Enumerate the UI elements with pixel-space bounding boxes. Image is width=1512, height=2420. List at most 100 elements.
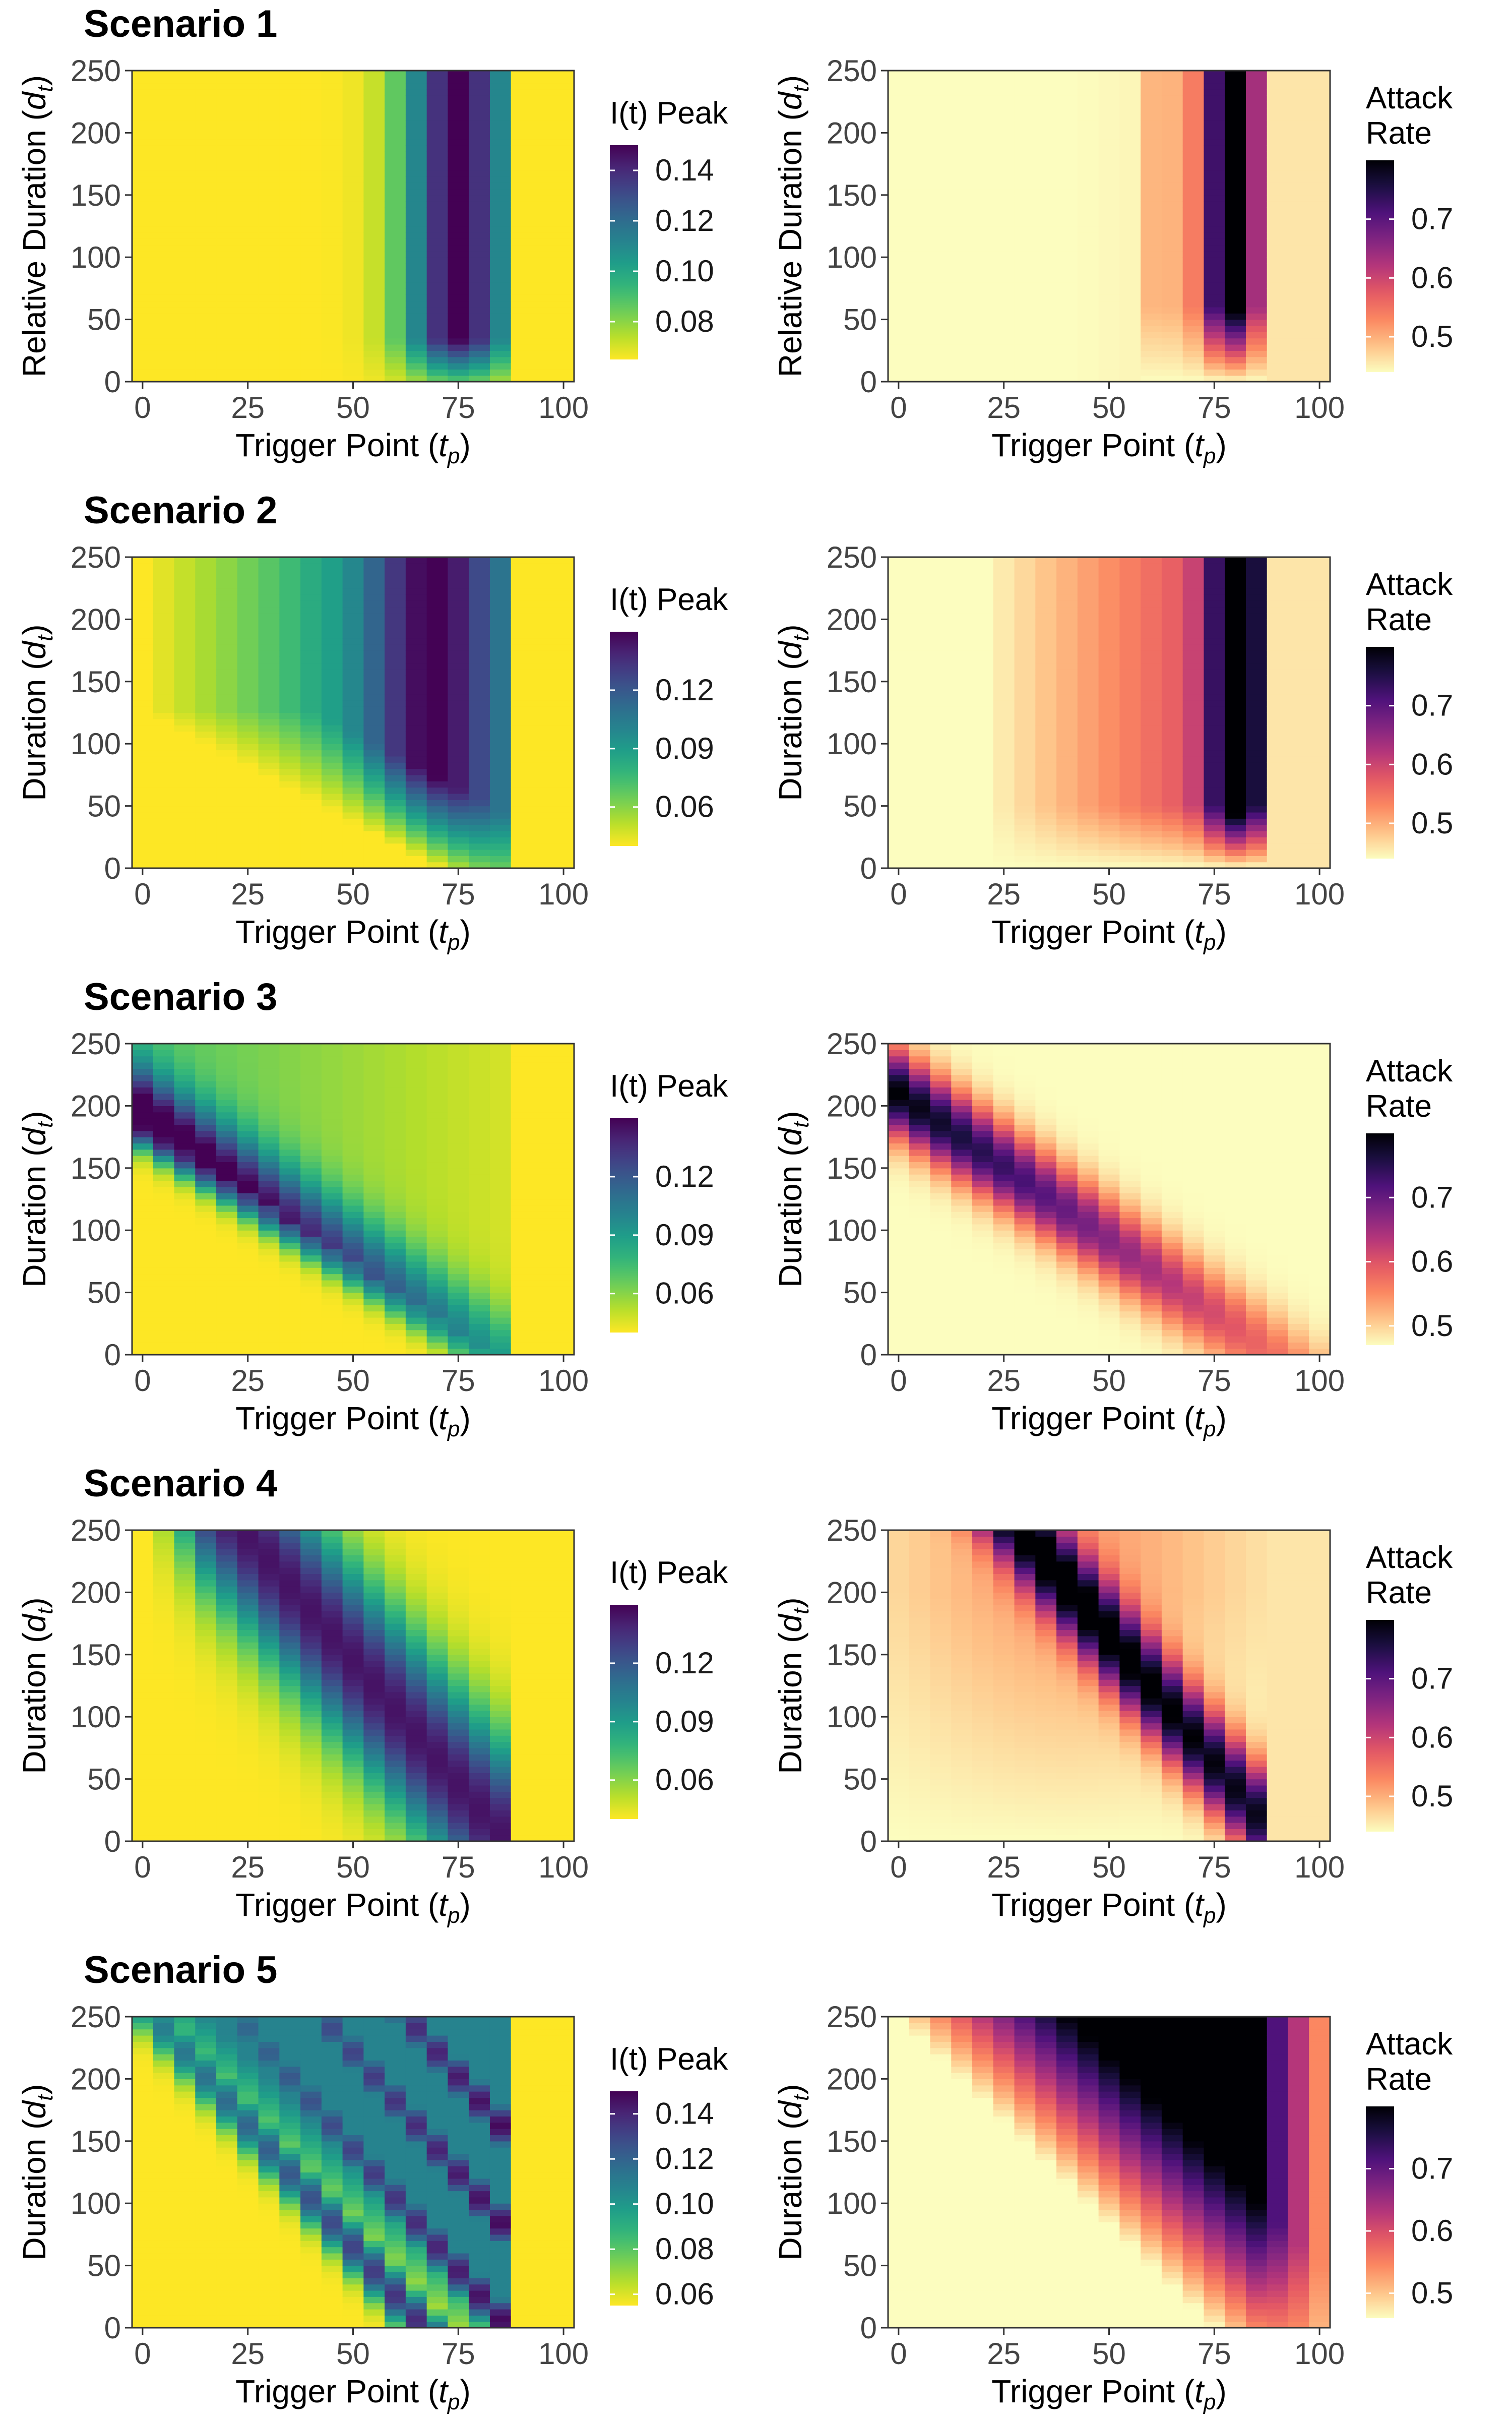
heatmap-cell xyxy=(1225,375,1246,382)
heatmap-cell xyxy=(909,787,931,794)
heatmap-cell xyxy=(1014,207,1036,214)
heatmap-cell xyxy=(132,1218,154,1225)
heatmap-cell xyxy=(300,89,322,96)
x-tick-label: 0 xyxy=(890,877,907,911)
heatmap-cell xyxy=(1014,837,1036,844)
heatmap-cell xyxy=(174,375,196,382)
heatmap-cell xyxy=(1288,694,1309,701)
heatmap-cell xyxy=(1225,650,1246,657)
heatmap-cell xyxy=(1119,114,1141,121)
heatmap-cell xyxy=(405,563,427,570)
heatmap-cell xyxy=(300,1174,322,1181)
heatmap-cell xyxy=(972,356,994,364)
heatmap-cell xyxy=(1245,307,1268,314)
heatmap-cell xyxy=(300,164,322,171)
heatmap-cell xyxy=(1161,843,1183,850)
heatmap-cell xyxy=(1245,101,1268,108)
heatmap-cell xyxy=(909,101,931,108)
heatmap-cell xyxy=(1077,344,1099,351)
heatmap-cell xyxy=(1077,151,1099,158)
heatmap-cell xyxy=(469,325,490,332)
heatmap-cell xyxy=(1309,139,1331,146)
heatmap-cell xyxy=(469,89,490,96)
heatmap-cell xyxy=(888,164,910,171)
heatmap-cell xyxy=(279,362,301,370)
heatmap-cell xyxy=(342,356,364,364)
heatmap-cell xyxy=(1141,793,1162,800)
heatmap-cell xyxy=(321,1336,343,1343)
heatmap-cell xyxy=(195,325,217,332)
heatmap-cell xyxy=(972,688,994,695)
heatmap-cell xyxy=(1245,563,1268,570)
heatmap-cell xyxy=(195,1255,217,1262)
heatmap-cell xyxy=(553,588,575,595)
heatmap-cell xyxy=(553,288,575,295)
heatmap-cell xyxy=(469,843,490,850)
heatmap-cell xyxy=(385,737,406,744)
heatmap-cell xyxy=(1014,662,1036,670)
heatmap-cell xyxy=(321,1323,343,1330)
heatmap-cell xyxy=(1182,101,1205,108)
heatmap-cell xyxy=(532,207,553,214)
heatmap-cell xyxy=(216,71,238,77)
heatmap-cell xyxy=(405,762,427,769)
heatmap-cell xyxy=(1204,650,1225,657)
heatmap-cell xyxy=(1288,362,1309,370)
heatmap-cell xyxy=(909,139,931,146)
heatmap-cell xyxy=(951,344,973,351)
heatmap-cell xyxy=(448,737,469,744)
heatmap-cell xyxy=(153,294,175,301)
heatmap-cell xyxy=(469,681,490,688)
heatmap-cell xyxy=(1141,375,1162,382)
heatmap-cell xyxy=(426,669,449,676)
heatmap-cell xyxy=(532,718,553,725)
heatmap-cell xyxy=(930,669,952,676)
heatmap-cell xyxy=(972,774,994,781)
heatmap-cell xyxy=(489,856,512,863)
heatmap-cell xyxy=(342,245,364,252)
heatmap-cell xyxy=(258,1336,280,1343)
heatmap-cell xyxy=(489,375,512,382)
heatmap-cell xyxy=(426,269,449,276)
heatmap-cell xyxy=(972,812,994,819)
heatmap-cell xyxy=(1035,737,1057,744)
heatmap-cell xyxy=(237,1087,259,1094)
heatmap-cell xyxy=(993,213,1015,220)
heatmap-cell xyxy=(321,681,343,688)
heatmap-cell xyxy=(237,731,259,738)
heatmap-cell xyxy=(153,151,175,158)
heatmap-cell xyxy=(1056,288,1078,295)
heatmap-cell xyxy=(216,638,238,645)
heatmap-cell xyxy=(153,774,175,781)
heatmap-cell xyxy=(405,133,427,140)
heatmap-cell xyxy=(132,656,154,663)
heatmap-cell xyxy=(909,313,931,320)
heatmap-cell xyxy=(532,356,553,364)
heatmap-cell xyxy=(1035,139,1057,146)
heatmap-cell xyxy=(132,1186,154,1193)
heatmap-cell xyxy=(1288,195,1309,202)
heatmap-cell xyxy=(195,1218,217,1225)
heatmap-cell xyxy=(909,675,931,682)
colorbar-tick-label: 0.10 xyxy=(655,254,714,288)
heatmap-cell xyxy=(1309,576,1331,582)
heatmap-cell xyxy=(132,712,154,719)
heatmap-cell xyxy=(195,576,217,582)
heatmap-cell xyxy=(1098,232,1120,239)
heatmap-cell xyxy=(1035,151,1057,158)
heatmap-cell xyxy=(279,307,301,314)
heatmap-cell xyxy=(553,127,575,133)
heatmap-cell xyxy=(1267,718,1289,725)
heatmap-cell xyxy=(489,712,512,719)
heatmap-cell xyxy=(1056,632,1078,639)
heatmap-cell xyxy=(237,806,259,813)
heatmap-cell xyxy=(405,95,427,102)
heatmap-cell xyxy=(1225,269,1246,276)
heatmap-cell xyxy=(1204,238,1225,246)
heatmap-cell xyxy=(132,1311,154,1318)
heatmap-cell xyxy=(258,862,280,869)
heatmap-cell xyxy=(174,662,196,670)
heatmap-cell xyxy=(1141,313,1162,320)
heatmap-cell xyxy=(279,762,301,769)
heatmap-cell xyxy=(237,356,259,364)
